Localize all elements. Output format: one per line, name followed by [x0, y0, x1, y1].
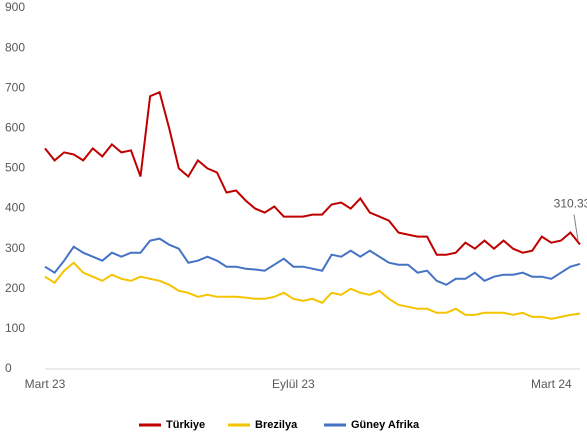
legend-label: Brezilya — [255, 419, 298, 431]
y-tick-label: 900 — [5, 0, 25, 14]
y-tick-label: 200 — [5, 281, 25, 295]
y-tick-label: 0 — [5, 361, 12, 375]
y-tick-label: 100 — [5, 321, 25, 335]
y-tick-label: 400 — [5, 201, 25, 215]
x-tick-label: Mart 24 — [531, 377, 572, 391]
label-leader — [573, 214, 579, 241]
legend-label: Güney Afrika — [351, 419, 420, 431]
x-tick-label: Eylül 23 — [272, 377, 315, 391]
y-tick-label: 500 — [5, 161, 25, 175]
x-tick-label: Mart 23 — [25, 377, 66, 391]
line-series — [44, 237, 581, 286]
data-label: 310.33 — [554, 197, 587, 211]
y-tick-label: 800 — [5, 40, 25, 54]
legend-label: Türkiye — [166, 419, 205, 431]
y-tick-label: 300 — [5, 241, 25, 255]
y-tick-label: 600 — [5, 121, 25, 135]
y-tick-label: 700 — [5, 80, 25, 94]
line-series — [44, 261, 581, 320]
line-series — [44, 90, 581, 256]
